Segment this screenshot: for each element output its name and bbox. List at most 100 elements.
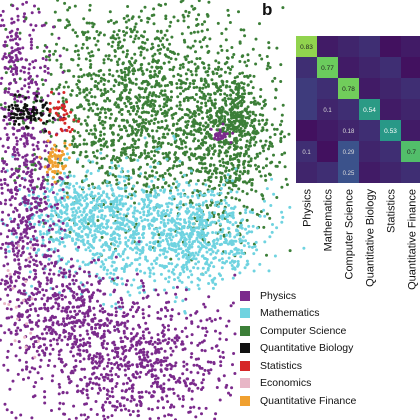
scatter-point [109, 213, 113, 217]
scatter-point [173, 300, 177, 304]
scatter-point [9, 307, 13, 311]
scatter-point [78, 134, 82, 138]
scatter-point [228, 212, 231, 216]
scatter-point [64, 217, 67, 221]
scatter-point [109, 19, 113, 22]
scatter-point [66, 8, 70, 12]
scatter-point [233, 180, 237, 184]
scatter-point [219, 187, 223, 190]
scatter-point [189, 31, 193, 35]
scatter-point [209, 203, 213, 207]
scatter-point [150, 42, 154, 46]
scatter-point [71, 58, 75, 62]
scatter-point [122, 270, 126, 273]
scatter-point [115, 320, 119, 324]
scatter-point [32, 345, 36, 349]
scatter-point [206, 206, 210, 210]
scatter-point [242, 89, 246, 92]
scatter-point [27, 217, 31, 220]
scatter-point [261, 113, 265, 117]
scatter-point [169, 191, 173, 195]
scatter-point [141, 80, 145, 83]
scatter-point [127, 60, 131, 63]
scatter-point [239, 28, 243, 32]
scatter-point [129, 339, 133, 343]
scatter-point [86, 396, 90, 400]
scatter-point [252, 96, 256, 100]
scatter-point [85, 36, 89, 39]
scatter-point [79, 193, 83, 197]
scatter-point [153, 219, 157, 222]
scatter-point [15, 7, 19, 11]
scatter-point [97, 184, 101, 188]
scatter-point [238, 95, 242, 99]
scatter-point [203, 156, 206, 160]
scatter-point [218, 337, 222, 341]
scatter-point [142, 96, 146, 99]
scatter-point [128, 88, 132, 92]
scatter-point [224, 176, 227, 180]
scatter-point [91, 217, 95, 221]
scatter-point [179, 192, 183, 196]
scatter-point [23, 203, 27, 207]
scatter-point [76, 238, 80, 242]
scatter-point [198, 191, 202, 195]
scatter-point [53, 10, 57, 14]
scatter-point [185, 126, 189, 129]
scatter-point [24, 351, 28, 355]
scatter-point [182, 364, 186, 368]
scatter-point [207, 211, 211, 215]
scatter-point [143, 149, 147, 153]
scatter-point [186, 45, 190, 49]
scatter-point [109, 200, 113, 204]
scatter-point [172, 219, 176, 223]
scatter-point [29, 175, 33, 179]
scatter-point [91, 252, 95, 256]
scatter-point [116, 363, 120, 367]
scatter-point [151, 381, 155, 385]
scatter-point [20, 236, 24, 240]
scatter-point [206, 243, 210, 247]
scatter-point [174, 156, 178, 160]
scatter-point [144, 340, 148, 344]
scatter-point [184, 58, 188, 62]
scatter-point [207, 84, 210, 88]
scatter-point [37, 223, 41, 227]
scatter-point [245, 218, 249, 222]
scatter-point [131, 151, 135, 155]
scatter-point [77, 193, 80, 197]
scatter-point [163, 172, 167, 175]
scatter-point [77, 53, 80, 57]
scatter-point [137, 323, 141, 327]
scatter-point [224, 251, 228, 255]
scatter-point [103, 88, 107, 92]
scatter-point [98, 289, 102, 293]
scatter-point [236, 263, 240, 267]
scatter-point [97, 118, 101, 122]
scatter-point [13, 206, 17, 210]
scatter-point [132, 192, 136, 196]
scatter-point [145, 38, 149, 42]
scatter-point [180, 340, 184, 344]
scatter-point [176, 95, 180, 99]
scatter-point [162, 178, 166, 181]
scatter-point [126, 256, 130, 260]
scatter-point [109, 126, 112, 130]
scatter-point [0, 246, 3, 250]
scatter-point [16, 170, 20, 173]
scatter-point [82, 207, 86, 211]
scatter-point [24, 360, 28, 364]
scatter-point [249, 124, 253, 128]
scatter-point [72, 174, 76, 178]
scatter-point [201, 182, 205, 186]
scatter-point [174, 151, 177, 155]
scatter-point [155, 65, 159, 69]
scatter-point [167, 269, 171, 273]
scatter-point [168, 236, 172, 240]
scatter-point [29, 308, 33, 311]
scatter-point [86, 115, 90, 119]
scatter-point [81, 186, 85, 190]
scatter-point [87, 187, 91, 191]
scatter-point [40, 96, 43, 100]
scatter-point [202, 83, 206, 87]
